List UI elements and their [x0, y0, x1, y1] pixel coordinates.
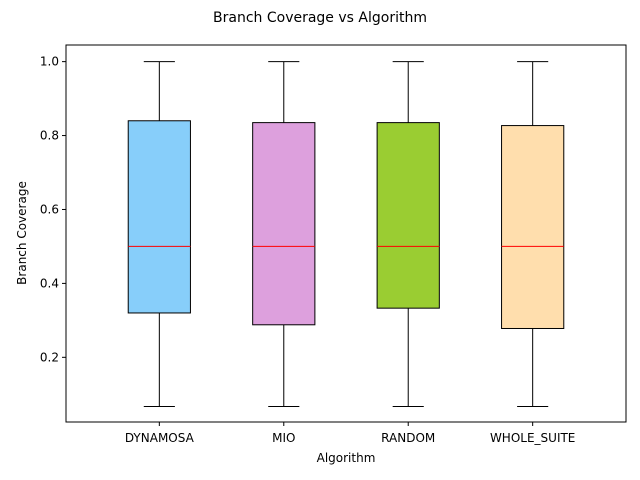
- y-tick-label: 0.4: [40, 276, 59, 290]
- y-tick-label: 1.0: [40, 55, 59, 69]
- box-iqr: [501, 125, 565, 329]
- box-mio: [252, 61, 316, 407]
- chart-title: Branch Coverage vs Algorithm: [213, 10, 427, 26]
- plot-area: [65, 44, 627, 423]
- box-random: [376, 61, 440, 407]
- x-tick-label: DYNAMOSA: [125, 431, 195, 445]
- y-tick-label: 0.2: [40, 350, 59, 364]
- x-axis: DYNAMOSA MIO RANDOM WHOLE_SUITE: [125, 422, 575, 445]
- y-axis-label: Branch Coverage: [15, 181, 29, 285]
- x-tick-label: RANDOM: [381, 431, 435, 445]
- x-axis-label: Algorithm: [317, 451, 376, 465]
- y-tick-label: 0.6: [40, 202, 59, 216]
- box-iqr: [376, 122, 440, 309]
- y-tick-label: 0.8: [40, 129, 59, 143]
- box-dynamosa: [127, 61, 191, 407]
- x-tick-label: MIO: [272, 431, 295, 445]
- box-iqr: [252, 122, 316, 326]
- x-tick-label: WHOLE_SUITE: [490, 431, 575, 445]
- y-axis: 0.2 0.4 0.6 0.8 1.0: [40, 55, 66, 364]
- box-whole_suite: [501, 61, 565, 407]
- box-iqr: [127, 120, 191, 314]
- plot-frame: [65, 44, 627, 423]
